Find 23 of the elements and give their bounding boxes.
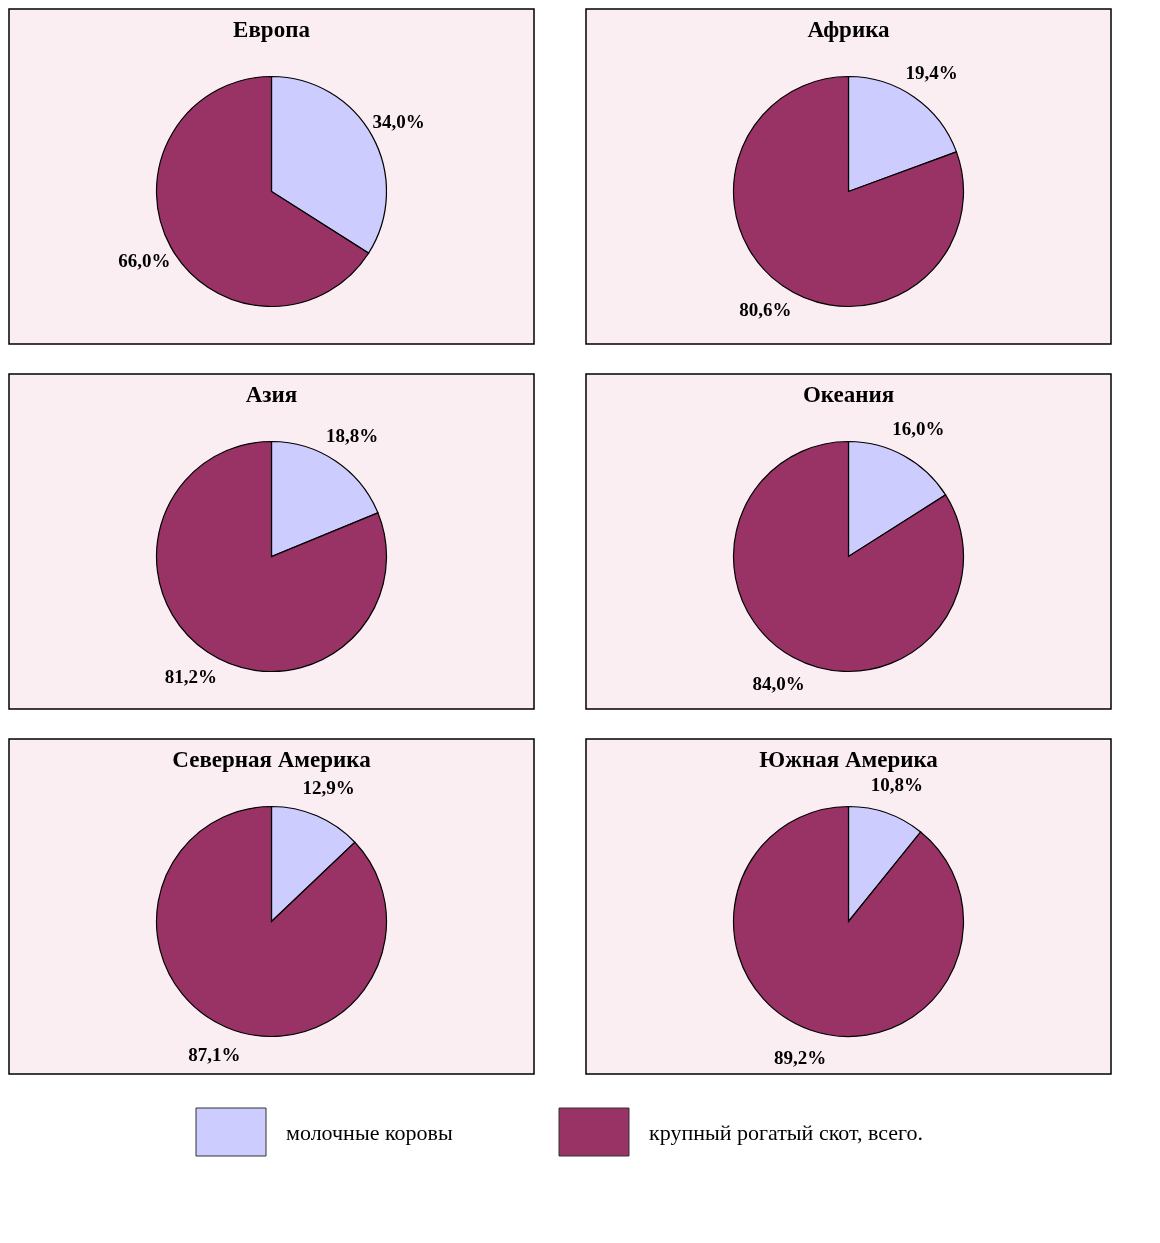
chart-title: Южная Америка (759, 747, 939, 772)
legend-label: молочные коровы (286, 1120, 453, 1145)
data-label: 80,6% (739, 299, 792, 321)
data-label: 81,2% (164, 665, 217, 687)
chart-title: Северная Америка (172, 747, 372, 772)
data-label: 18,8% (326, 425, 379, 447)
data-label: 89,2% (774, 1047, 827, 1069)
chart-title: Азия (245, 382, 298, 407)
chart-title: Океания (802, 382, 895, 407)
data-label: 87,1% (188, 1043, 241, 1065)
pie-slice (732, 440, 964, 672)
data-label: 84,0% (752, 672, 805, 694)
pie-slice (156, 805, 388, 1038)
chart-title: Африка (807, 17, 891, 42)
data-label: 19,4% (905, 61, 958, 83)
data-label: 12,9% (302, 777, 355, 799)
data-label: 10,8% (870, 773, 923, 795)
data-label: 16,0% (892, 418, 945, 440)
data-label: 66,0% (118, 250, 171, 272)
pie-slice (733, 805, 965, 1037)
legend-label: крупный рогатый скот, всего. (649, 1120, 923, 1145)
chart-title: Европа (233, 17, 311, 42)
data-label: 34,0% (372, 110, 425, 132)
